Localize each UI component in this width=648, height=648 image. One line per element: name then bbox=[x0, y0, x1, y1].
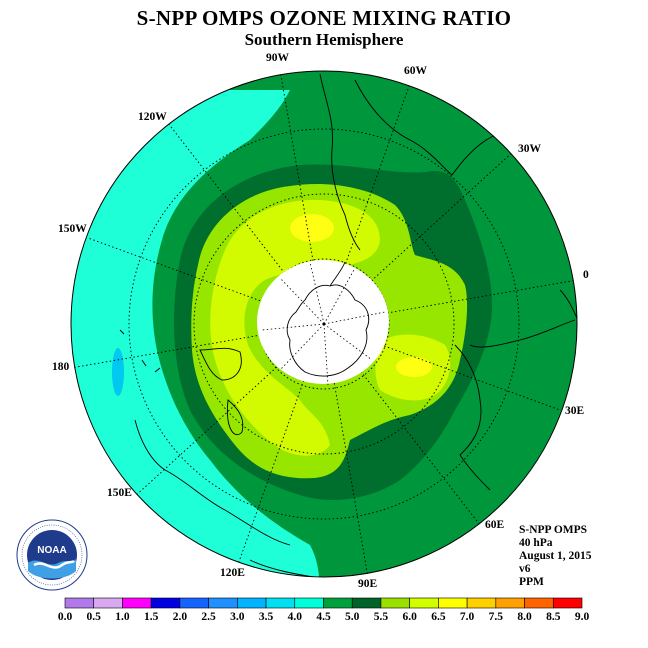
ozone-region-4-0 bbox=[71, 90, 320, 577]
colorbar-tick-label: 0.0 bbox=[58, 611, 73, 623]
colorbar bbox=[64, 597, 583, 609]
info-units: PPM bbox=[519, 576, 544, 588]
colorbar-tick-label: 7.0 bbox=[460, 611, 475, 623]
colorbar-tick-label: 2.0 bbox=[173, 611, 188, 623]
colorbar-segment bbox=[122, 597, 152, 609]
coastlines bbox=[119, 73, 577, 577]
colorbar-segment bbox=[438, 597, 468, 609]
colorbar-tick-label: 9.0 bbox=[575, 611, 590, 623]
lon-label-60w: 60W bbox=[404, 65, 428, 77]
colorbar-segment bbox=[409, 597, 439, 609]
colorbar-tick-label: 8.5 bbox=[546, 611, 561, 623]
colorbar-segment bbox=[351, 597, 382, 609]
lon-label-150w: 150W bbox=[58, 223, 87, 235]
colorbar-segment bbox=[237, 597, 267, 609]
colorbar-tick-label: 5.0 bbox=[345, 611, 360, 623]
colorbar-segment bbox=[150, 597, 181, 609]
lon-label-30e: 30E bbox=[565, 405, 585, 417]
polar-no-data-region bbox=[257, 260, 389, 384]
lon-label-0: 0 bbox=[583, 269, 589, 281]
colorbar-segment bbox=[466, 597, 497, 609]
colorbar-tick-label: 6.0 bbox=[402, 611, 417, 623]
map-title: S-NPP OMPS OZONE MIXING RATIO bbox=[136, 6, 512, 30]
info-instrument: S-NPP OMPS bbox=[519, 524, 588, 536]
lon-label-60e: 60E bbox=[485, 519, 505, 531]
info-date: August 1, 2015 bbox=[519, 550, 592, 562]
ozone-region-6-5 bbox=[290, 214, 334, 242]
colorbar-tick-label: 6.5 bbox=[431, 611, 446, 623]
colorbar-segment bbox=[495, 597, 525, 609]
noaa-logo-icon: NOAA bbox=[16, 519, 88, 591]
lon-label-120w: 120W bbox=[138, 111, 167, 123]
colorbar-tick-label: 4.5 bbox=[316, 611, 331, 623]
colorbar-tick-label: 2.5 bbox=[201, 611, 216, 623]
map-boundary bbox=[70, 70, 578, 578]
noaa-logo-text: NOAA bbox=[37, 545, 66, 556]
colorbar-tick-label: 3.0 bbox=[230, 611, 245, 623]
graticule bbox=[71, 71, 577, 577]
colorbar-segment bbox=[208, 597, 238, 609]
colorbar-tick-label: 0.5 bbox=[87, 611, 102, 623]
colorbar-tick-label: 8.0 bbox=[517, 611, 532, 623]
lon-label-150e: 150E bbox=[107, 487, 132, 499]
colorbar-segment bbox=[294, 597, 324, 609]
colorbar-segment bbox=[64, 597, 95, 609]
colorbar-tick-label: 7.5 bbox=[489, 611, 504, 623]
colorbar-segment bbox=[380, 597, 410, 609]
lon-label-120e: 120E bbox=[220, 567, 245, 579]
colorbar-tick-label: 1.5 bbox=[144, 611, 159, 623]
longitude-labels: 90W 60W 30W 0 30E 60E 90E 120E 150E 180 … bbox=[52, 52, 589, 590]
colorbar-segment bbox=[265, 597, 296, 609]
info-level: 40 hPa bbox=[519, 537, 553, 549]
colorbar-segment bbox=[179, 597, 209, 609]
lon-label-30w: 30W bbox=[518, 143, 542, 155]
lon-label-90w: 90W bbox=[266, 52, 290, 64]
map-subtitle: Southern Hemisphere bbox=[244, 30, 404, 49]
colorbar-tick-label: 3.5 bbox=[259, 611, 274, 623]
antarctica-coastline bbox=[286, 261, 370, 377]
colorbar-segment bbox=[93, 597, 123, 609]
colorbar-tick-label: 1.0 bbox=[115, 611, 130, 623]
colorbar-tick-label: 5.5 bbox=[374, 611, 389, 623]
info-block: S-NPP OMPS 40 hPa August 1, 2015 v6 PPM bbox=[519, 524, 592, 589]
info-version: v6 bbox=[519, 563, 531, 575]
colorbar-segment bbox=[552, 597, 583, 609]
lon-label-180: 180 bbox=[52, 361, 70, 373]
ozone-region-3-5 bbox=[112, 348, 124, 396]
colorbar-segment bbox=[323, 597, 353, 609]
colorbar-tick-label: 4.0 bbox=[288, 611, 303, 623]
lon-label-90e: 90E bbox=[358, 578, 378, 590]
colorbar-segment bbox=[524, 597, 554, 609]
ozone-region-6-5-east bbox=[396, 357, 432, 377]
colorbar-labels: 0.0 0.5 1.0 1.5 2.0 2.5 3.0 3.5 4.0 4.5 5.0 5.5 6.0 6… bbox=[58, 611, 590, 623]
